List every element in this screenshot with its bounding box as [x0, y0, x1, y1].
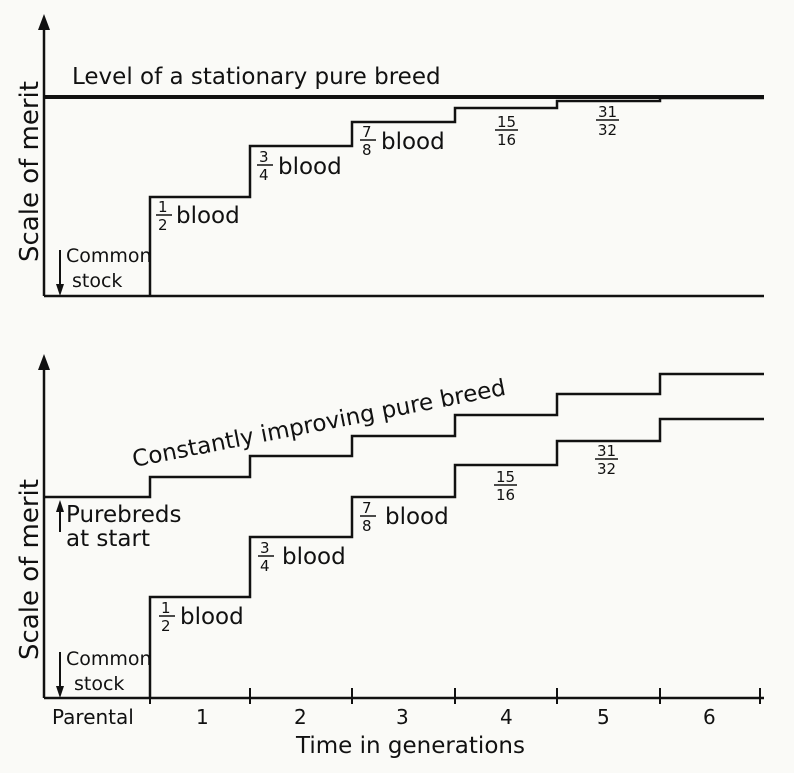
svg-text:4: 4	[260, 557, 270, 575]
x-tick-4: 4	[500, 705, 513, 729]
svg-text:7: 7	[362, 123, 372, 141]
bottom-panel: Scale of merit Constantly improving pure…	[15, 354, 764, 759]
svg-text:3: 3	[259, 148, 269, 166]
svg-text:32: 32	[597, 460, 616, 478]
top-thirty-one-thirty-second-label: 31 32	[596, 103, 619, 139]
svg-text:15: 15	[496, 468, 515, 486]
svg-text:blood: blood	[381, 129, 445, 155]
top-seven-eighth-blood-label: 7 8 blood	[360, 123, 445, 159]
x-axis-title: Time in generations	[295, 733, 525, 759]
x-tick-parental: Parental	[52, 705, 134, 729]
svg-text:blood: blood	[176, 203, 240, 229]
svg-text:31: 31	[597, 442, 616, 460]
improving-breed-label: Constantly improving pure breed	[130, 375, 508, 473]
svg-text:blood: blood	[278, 154, 342, 180]
top-stock-label: stock	[72, 270, 122, 292]
bottom-grading-staircase	[148, 417, 764, 698]
top-grading-staircase	[148, 96, 764, 296]
svg-text:4: 4	[259, 166, 269, 184]
improving-breed-staircase	[44, 372, 764, 499]
svg-text:2: 2	[161, 617, 171, 635]
svg-text:1: 1	[158, 198, 168, 216]
bottom-fifteen-sixteenth-label: 15 16	[494, 468, 517, 504]
svg-text:16: 16	[496, 486, 515, 504]
svg-text:blood: blood	[180, 604, 244, 630]
x-tick-1: 1	[196, 705, 209, 729]
top-y-axis-label: Scale of merit	[15, 81, 45, 262]
top-fifteen-sixteenth-label: 15 16	[495, 113, 518, 149]
bottom-three-quarter-blood-label: 3 4 blood	[258, 539, 346, 575]
svg-text:8: 8	[362, 517, 372, 535]
top-panel: Scale of merit Level of a stationary pur…	[15, 14, 764, 298]
svg-text:31: 31	[598, 103, 617, 121]
x-axis-tick-labels: Parental 1 2 3 4 5 6	[52, 705, 716, 729]
bottom-y-axis-label: Scale of merit	[15, 479, 45, 660]
stationary-breed-label: Level of a stationary pure breed	[72, 64, 441, 90]
purebreds-label-line1: Purebreds	[66, 502, 181, 528]
bottom-half-blood-label: 1 2 blood	[159, 599, 244, 635]
svg-text:blood: blood	[385, 504, 449, 530]
bottom-stock-label: stock	[74, 673, 124, 695]
svg-text:32: 32	[598, 121, 617, 139]
x-tick-5: 5	[597, 705, 610, 729]
bottom-y-axis-arrow	[38, 354, 50, 370]
x-tick-3: 3	[396, 705, 409, 729]
bottom-thirty-one-thirty-second-label: 31 32	[595, 442, 618, 478]
x-tick-6: 6	[703, 705, 716, 729]
svg-text:blood: blood	[282, 544, 346, 570]
top-y-axis-arrow	[38, 14, 50, 30]
svg-text:15: 15	[497, 113, 516, 131]
bottom-common-down-arrow-icon	[56, 686, 64, 698]
svg-text:1: 1	[161, 599, 171, 617]
svg-text:2: 2	[158, 216, 168, 234]
svg-text:16: 16	[497, 131, 516, 149]
bottom-seven-eighth-blood-label: 7 8 blood	[360, 499, 449, 535]
purebreds-up-arrow-icon	[56, 500, 64, 512]
purebreds-label-line2: at start	[66, 526, 150, 552]
x-tick-2: 2	[294, 705, 307, 729]
bottom-common-label: Common	[66, 648, 152, 670]
top-common-down-arrow-icon	[56, 284, 64, 296]
svg-text:7: 7	[362, 499, 372, 517]
svg-text:3: 3	[260, 539, 270, 557]
top-half-blood-label: 1 2 blood	[156, 198, 240, 234]
top-common-label: Common	[66, 245, 152, 267]
x-axis-ticks	[149, 688, 761, 704]
svg-text:8: 8	[362, 141, 372, 159]
top-three-quarter-blood-label: 3 4 blood	[257, 148, 342, 184]
